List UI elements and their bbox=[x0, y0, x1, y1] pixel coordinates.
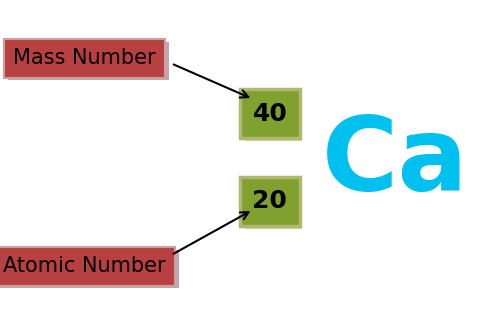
Text: Mass Number: Mass Number bbox=[13, 48, 156, 69]
Text: 20: 20 bbox=[257, 192, 289, 216]
Text: Ca: Ca bbox=[322, 112, 469, 213]
Text: Mass Number: Mass Number bbox=[17, 51, 160, 71]
Text: Atomic Number: Atomic Number bbox=[7, 259, 170, 279]
Text: Mass Number: Mass Number bbox=[17, 51, 160, 71]
Text: 20: 20 bbox=[253, 189, 287, 214]
Text: 40: 40 bbox=[253, 102, 287, 126]
Text: Atomic Number: Atomic Number bbox=[3, 256, 166, 277]
Text: Atomic Number: Atomic Number bbox=[7, 259, 170, 279]
Text: 40: 40 bbox=[257, 105, 289, 129]
